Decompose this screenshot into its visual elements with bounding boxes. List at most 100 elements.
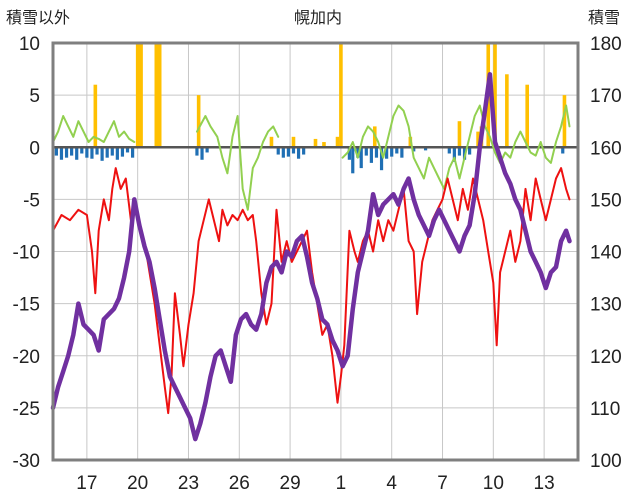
x-tick-label: 26: [229, 473, 250, 494]
orange-bar: [139, 43, 143, 148]
orange-bar: [335, 136, 340, 148]
y-right-tick-label: 110: [590, 399, 620, 420]
blue-bar: [286, 147, 291, 157]
y-right-tick-label: 130: [590, 295, 622, 316]
grid-lines: [53, 42, 578, 461]
chart-title: 幌加内: [294, 8, 342, 27]
snow_depth-line: [50, 72, 572, 442]
blue-bar: [347, 147, 351, 160]
blue-bar: [374, 147, 379, 158]
orange-bar: [157, 43, 162, 148]
y-left-tick-label: -30: [13, 451, 40, 472]
blue-bar: [369, 147, 373, 163]
blue-bar: [75, 147, 79, 160]
orange-bar: [493, 43, 497, 148]
x-tick-label: 1: [336, 473, 347, 494]
y-left-tick-label: -10: [13, 243, 40, 264]
y-left-tick-label: -15: [13, 295, 40, 316]
blue-bar: [291, 147, 296, 154]
y-left-tick-label: -5: [23, 190, 40, 211]
blue-bar: [110, 147, 114, 156]
plot-frame: [51, 41, 580, 462]
y-left-tick-label: -25: [13, 399, 40, 420]
blue-bar: [356, 147, 360, 158]
orange-bar: [313, 138, 318, 148]
blue-bar: [561, 147, 565, 154]
orange-bar: [505, 74, 509, 148]
blue-bar: [385, 147, 389, 159]
y-right-tick-label: 150: [590, 190, 622, 211]
x-tick-label: 4: [386, 473, 397, 494]
y-right-tick-label: 160: [590, 138, 622, 159]
y-axis-left-ticks: 10 5 0 -5 -10 -15 -20 -25 -30: [13, 34, 40, 472]
blue-bar: [302, 147, 306, 155]
blue-bar: [364, 147, 368, 156]
blue-bar: [64, 147, 69, 158]
x-axis-ticks: 17 20 23 26 29 1 4 7 10 13: [76, 473, 554, 494]
y-right-tick-label: 180: [590, 34, 622, 55]
blue-bar: [59, 147, 64, 160]
blue-bar: [125, 147, 130, 153]
blue-bar: [296, 147, 301, 159]
orange-bar: [196, 95, 201, 148]
blue-bar: [195, 147, 199, 156]
orange-bar: [476, 131, 480, 148]
precip-bars: [54, 43, 567, 174]
blue-bar: [457, 147, 462, 156]
blue-bar: [205, 147, 209, 153]
blue-bar: [54, 147, 58, 156]
orange-bar: [154, 43, 159, 148]
y-axis-left-label: 積雪以外: [6, 8, 70, 27]
blue-bar: [390, 147, 394, 157]
blue-bar: [395, 147, 399, 154]
blue-bar: [276, 147, 280, 155]
y-left-tick-label: 5: [29, 86, 40, 107]
blue-bar: [95, 147, 99, 155]
blue-bar: [85, 147, 89, 158]
blue-bar: [200, 147, 204, 160]
blue-bar: [468, 147, 472, 155]
y-axis-right-label: 積雪: [588, 8, 620, 27]
blue-bar: [115, 147, 119, 160]
blue-bar: [447, 147, 451, 154]
orange-bar: [525, 84, 529, 148]
y-right-tick-label: 170: [590, 86, 622, 107]
y-axis-right-ticks: 180 170 160 150 140 130 120 110 100: [590, 34, 622, 472]
blue-bar: [359, 147, 363, 169]
orange-bar: [562, 95, 567, 148]
x-tick-label: 23: [178, 473, 199, 494]
blue-bar: [452, 147, 456, 162]
x-tick-label: 20: [127, 473, 148, 494]
x-tick-label: 29: [280, 473, 301, 494]
blue-bar: [351, 147, 355, 174]
blue-bar: [379, 147, 384, 171]
blue-bar: [400, 147, 404, 158]
orange-bar: [135, 43, 140, 148]
blue-bar: [70, 147, 74, 156]
y-right-tick-label: 120: [590, 347, 622, 368]
blue-bar: [412, 147, 416, 152]
green-line: [52, 104, 571, 211]
blue-bar: [80, 147, 84, 154]
blue-bar: [100, 147, 104, 161]
orange-bar: [93, 84, 98, 148]
series-lines: [50, 72, 572, 442]
x-tick-label: 17: [76, 473, 97, 494]
orange-bar: [339, 43, 343, 148]
orange-bar: [291, 136, 296, 148]
temperature-line: [52, 167, 571, 415]
y-right-tick-label: 100: [590, 451, 622, 472]
blue-bar: [105, 147, 109, 158]
blue-bar: [281, 147, 285, 158]
blue-bar: [120, 147, 125, 157]
blue-bar: [130, 147, 135, 158]
y-left-tick-label: 10: [19, 34, 40, 55]
x-tick-label: 7: [437, 473, 448, 494]
blue-bar: [90, 147, 94, 159]
y-left-tick-label: 0: [29, 138, 40, 159]
orange-bar: [269, 136, 274, 148]
x-tick-label: 13: [534, 473, 555, 494]
y-right-tick-label: 140: [590, 243, 622, 264]
orange-bar: [322, 142, 326, 148]
